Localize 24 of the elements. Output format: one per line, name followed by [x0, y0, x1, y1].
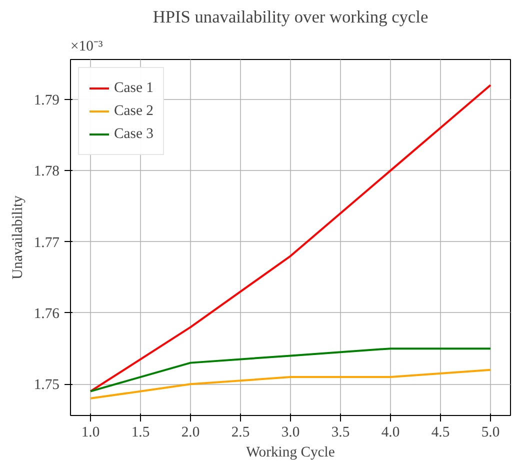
line-series [90, 84, 492, 392]
y-tick-label: 1.78 [34, 164, 60, 180]
y-axis-title: Unavailability [10, 194, 26, 280]
legend-label: Case 2 [114, 102, 154, 120]
legend-label: Case 1 [114, 80, 154, 96]
y-tick-label: 1.79 [34, 92, 60, 108]
text: ×10⁻³ [70, 38, 104, 54]
y-tick-label: 1.77 [34, 234, 60, 251]
x-tick-label: 1.0 [81, 424, 100, 440]
y-tick-label: 1.75 [34, 377, 60, 394]
x-tick-label: 5.0 [481, 424, 500, 440]
y-tick-label: 1.76 [34, 306, 60, 322]
x-tick-label: 3.5 [331, 424, 350, 440]
chart-title: HPIS unavailability over working cycle [152, 8, 428, 26]
x-tick-label: 1.5 [131, 424, 150, 440]
x-axis-title: Working Cycle [246, 444, 335, 460]
x-tick-label: 4.5 [431, 424, 450, 440]
line-series [90, 348, 492, 392]
x-tick-label: 3.0 [281, 424, 300, 440]
x-tick-label: 2.5 [231, 424, 250, 440]
x-tick-label: 2.0 [181, 424, 200, 440]
legend-label: Case 3 [114, 126, 154, 142]
x-tick-label: 4.0 [381, 424, 400, 440]
line-series [90, 368, 492, 400]
